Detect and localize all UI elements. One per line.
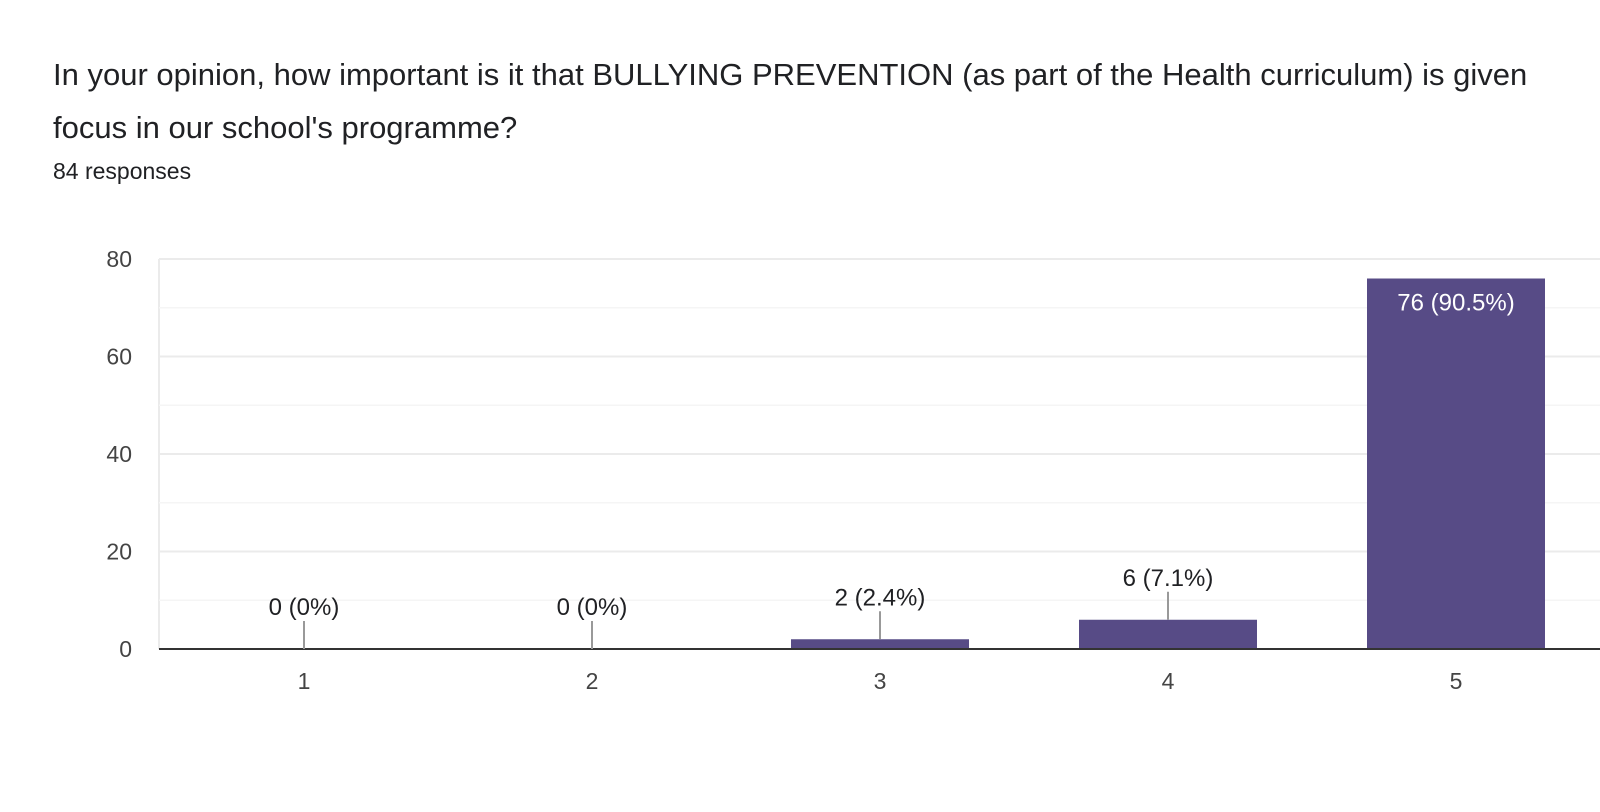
- x-axis-ticks: 1 2 3 4 5: [298, 668, 1463, 694]
- data-label: 0 (0%): [557, 594, 628, 621]
- bar: [1079, 619, 1257, 649]
- y-tick-label: 80: [106, 246, 132, 272]
- data-labels: 0 (0%) 0 (0%) 2 (2.4%) 6 (7.1%) 76 (90.5%): [269, 290, 1515, 649]
- y-tick-label: 40: [106, 441, 132, 467]
- y-axis-ticks: 0 20 40 60 80: [106, 246, 132, 662]
- data-label: 2 (2.4%): [835, 584, 926, 611]
- x-tick-label: 5: [1450, 668, 1463, 694]
- bar: [791, 639, 969, 649]
- grid-lines: [158, 258, 1600, 649]
- y-tick-label: 60: [106, 344, 132, 370]
- x-tick-label: 4: [1162, 668, 1175, 694]
- bar: [1367, 278, 1545, 649]
- question-title: In your opinion, how important is it tha…: [53, 57, 1528, 145]
- data-label: 6 (7.1%): [1123, 565, 1214, 592]
- x-tick-label: 2: [586, 668, 599, 694]
- x-tick-label: 1: [298, 668, 311, 694]
- bars: [791, 278, 1545, 649]
- x-tick-label: 3: [874, 668, 887, 694]
- data-label: 0 (0%): [269, 594, 340, 621]
- data-label: 76 (90.5%): [1397, 290, 1514, 317]
- y-tick-label: 0: [119, 636, 132, 662]
- y-tick-label: 20: [106, 539, 132, 565]
- response-count: 84 responses: [53, 158, 192, 184]
